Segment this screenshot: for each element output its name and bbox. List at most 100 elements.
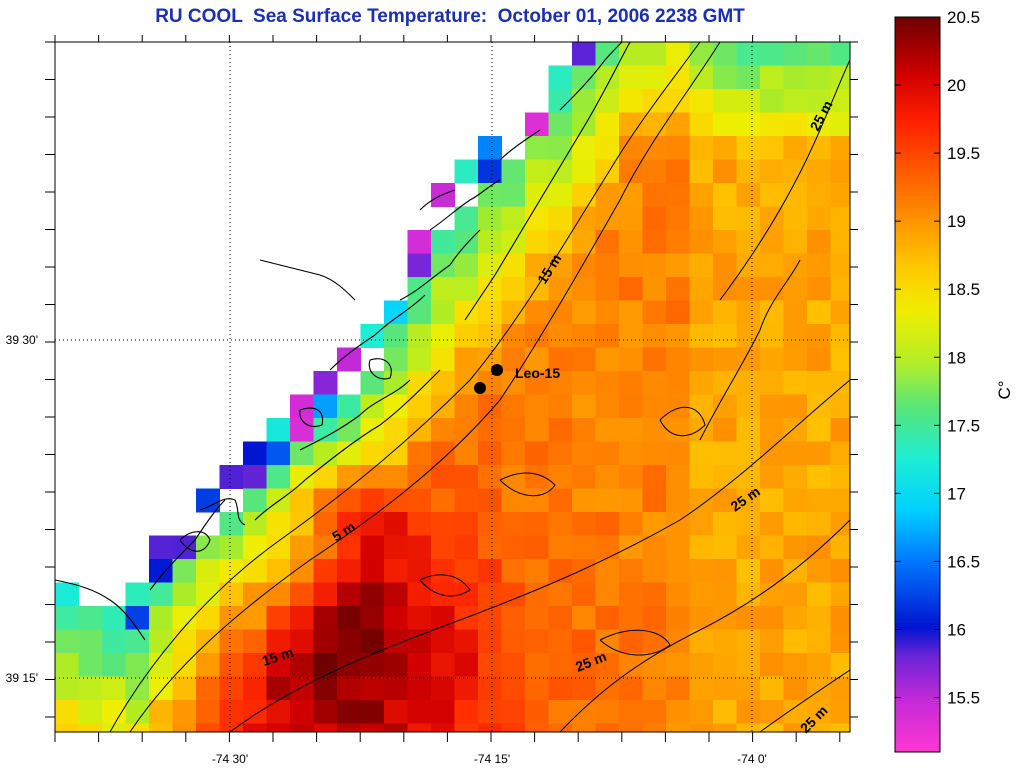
sst-cell: [548, 65, 573, 90]
sst-cell: [760, 535, 784, 560]
sst-cell: [172, 535, 197, 560]
sst-cell: [454, 700, 479, 724]
sst-cell: [431, 371, 455, 395]
sst-cell: [760, 347, 784, 372]
sst-cell: [736, 277, 761, 301]
sst-cell: [478, 676, 502, 701]
sst-cell: [619, 606, 643, 630]
sst-cell: [642, 183, 667, 207]
sst-cell: [713, 136, 737, 160]
sst-cell: [548, 559, 573, 583]
sst-cell: [360, 371, 385, 395]
sst-cell: [548, 112, 573, 137]
sst-cell: [55, 582, 79, 607]
sst-cell: [431, 441, 455, 466]
sst-cell: [384, 535, 408, 560]
sst-cell: [572, 535, 596, 560]
sst-cell: [689, 183, 714, 207]
sst-cell: [783, 676, 808, 701]
sst-cell: [219, 700, 244, 724]
sst-cell: [736, 606, 761, 630]
sst-cell: [783, 512, 808, 536]
sst-cell: [219, 606, 244, 630]
sst-cell: [713, 653, 737, 677]
sst-cell: [360, 394, 385, 419]
sst-cell: [78, 653, 103, 677]
sst-cell: [384, 512, 408, 536]
sst-cell: [360, 629, 385, 654]
sst-cell: [713, 700, 737, 724]
sst-cell: [525, 559, 549, 583]
sst-cell: [384, 653, 408, 677]
sst-cell: [548, 136, 573, 160]
sst-cell: [337, 441, 361, 466]
sst-cell: [548, 253, 573, 278]
sst-cell: [830, 582, 850, 607]
sst-cell: [689, 42, 714, 66]
sst-cell: [713, 112, 737, 137]
sst-cell: [595, 441, 620, 466]
sst-cell: [619, 394, 643, 419]
sst-cell: [783, 300, 808, 325]
sst-cell: [290, 394, 314, 419]
sst-cell: [595, 465, 620, 489]
sst-cell: [807, 89, 831, 113]
sst-cell: [55, 629, 79, 654]
sst-cell: [642, 42, 667, 66]
sst-cell: [266, 418, 291, 442]
sst-cell: [501, 206, 526, 231]
sst-cell: [595, 136, 620, 160]
sst-cell: [619, 347, 643, 372]
sst-cell: [196, 653, 220, 677]
sst-cell: [313, 676, 338, 701]
colorbar-label: C°: [995, 380, 1014, 399]
sst-cell: [219, 629, 244, 654]
sst-cell: [290, 629, 314, 654]
sst-cell: [783, 89, 808, 113]
sst-cell: [337, 512, 361, 536]
sst-cell: [572, 42, 596, 66]
sst-cell: [313, 465, 338, 489]
sst-cell: [290, 418, 314, 442]
sst-cell: [125, 629, 150, 654]
sst-cell: [713, 277, 737, 301]
colorbar-tick-label: 18: [947, 348, 966, 367]
sst-cell: [337, 559, 361, 583]
sst-cell: [266, 465, 291, 489]
sst-cell: [807, 347, 831, 372]
sst-cell: [384, 418, 408, 442]
colorbar-tick-label: 15.5: [947, 689, 980, 708]
sst-cell: [431, 347, 455, 372]
sst-cell: [431, 418, 455, 442]
sst-cell: [243, 465, 267, 489]
sst-cell: [525, 465, 549, 489]
sst-cell: [713, 723, 737, 732]
colorbar-gradient: [894, 16, 941, 753]
sst-cell: [548, 324, 573, 348]
sst-cell: [713, 183, 737, 207]
map-frame: [54, 41, 851, 733]
sst-cell: [689, 347, 714, 372]
sst-cell: [337, 700, 361, 724]
sst-cell: [525, 512, 549, 536]
sst-cell: [266, 676, 291, 701]
sst-cell: [713, 42, 737, 66]
sst-cell: [525, 488, 549, 513]
sst-cell: [713, 89, 737, 113]
sst-cell: [548, 347, 573, 372]
sst-cell: [501, 559, 526, 583]
sst-cell: [548, 512, 573, 536]
sst-cell: [783, 582, 808, 607]
sst-cell: [431, 559, 455, 583]
sst-cell: [666, 230, 690, 254]
sst-cell: [243, 653, 267, 677]
sst-cell: [360, 606, 385, 630]
sst-cell: [55, 676, 79, 701]
sst-cell: [572, 512, 596, 536]
sst-cell: [478, 700, 502, 724]
colorbar-tick-label: 16: [947, 621, 966, 640]
sst-cell: [384, 324, 408, 348]
sst-cell: [595, 606, 620, 630]
sst-cell: [595, 89, 620, 113]
